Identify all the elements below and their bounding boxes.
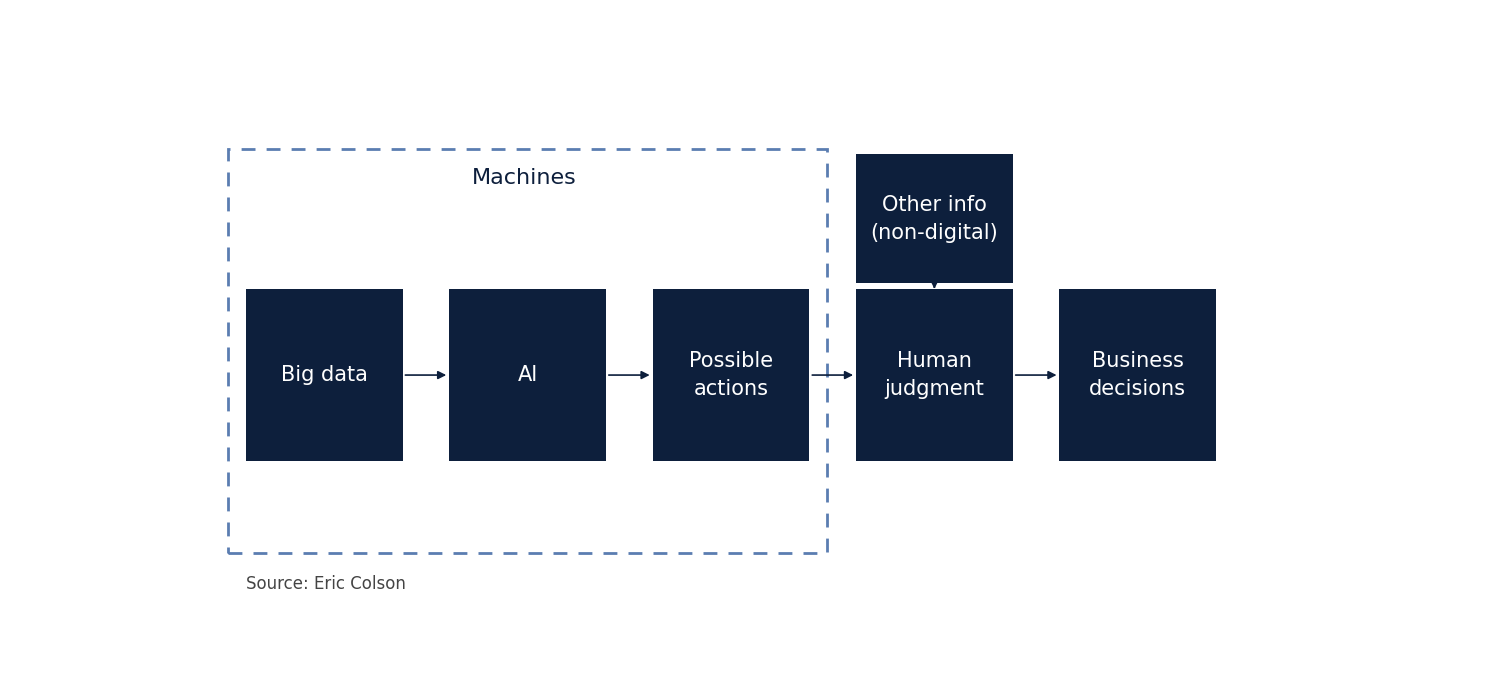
Text: Possible
actions: Possible actions [688, 351, 772, 399]
Bar [652, 289, 810, 461]
Text: Big data: Big data [280, 365, 368, 385]
Bar [1059, 289, 1217, 461]
Text: Other info
(non-digital): Other info (non-digital) [870, 195, 999, 243]
Text: Source: Eric Colson: Source: Eric Colson [246, 575, 405, 594]
Bar [856, 154, 1012, 284]
Bar [228, 148, 826, 553]
Text: Human
judgment: Human judgment [885, 351, 984, 399]
Bar [246, 289, 402, 461]
Text: Business
decisions: Business decisions [1089, 351, 1186, 399]
Bar [856, 289, 1012, 461]
Text: AI: AI [518, 365, 537, 385]
Bar [448, 289, 606, 461]
Text: Machines: Machines [472, 168, 578, 188]
